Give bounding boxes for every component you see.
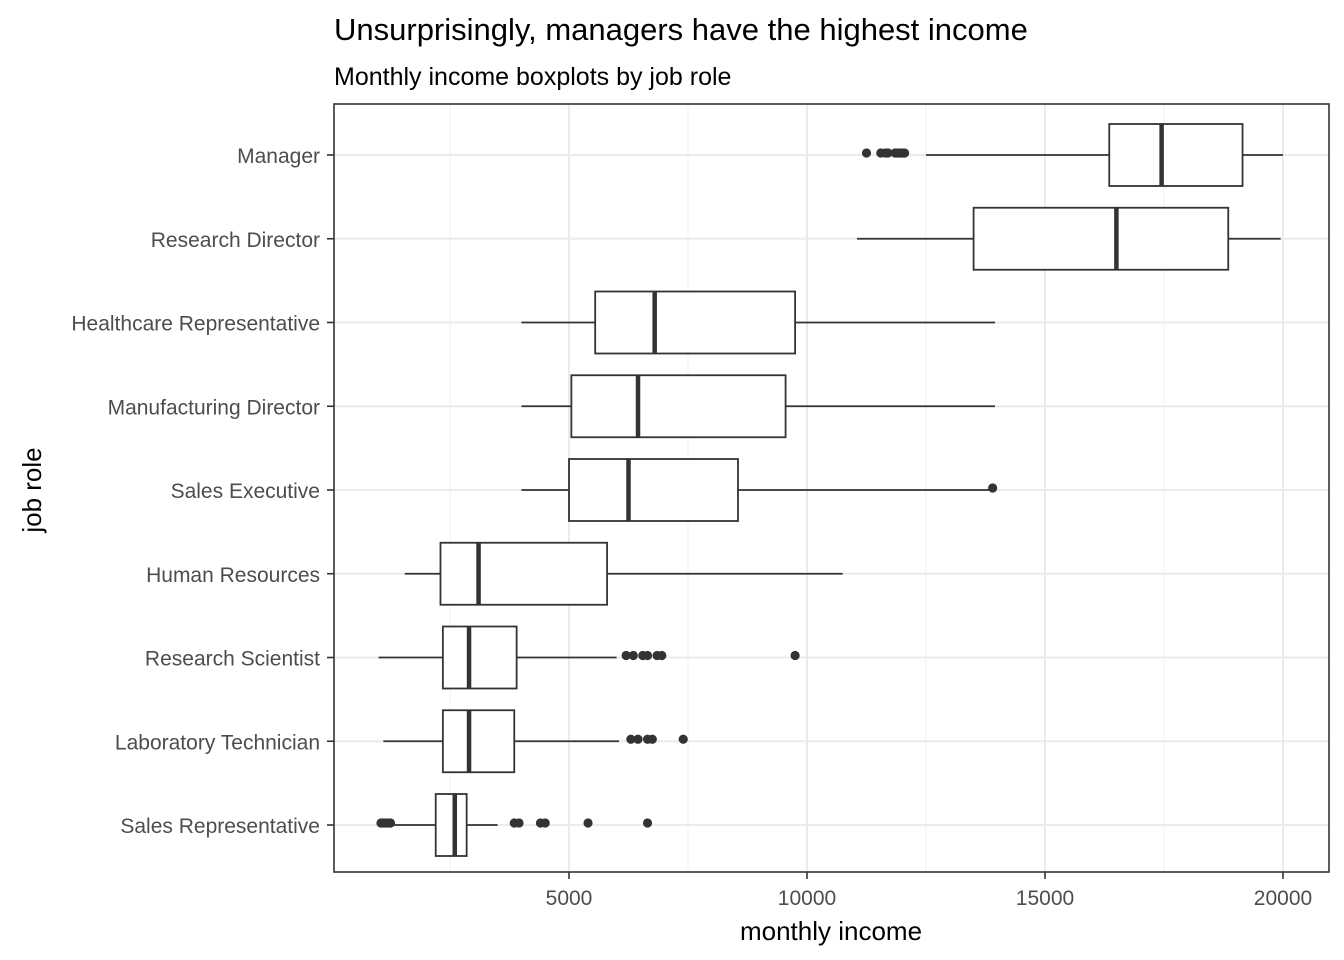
outlier-point	[647, 734, 657, 744]
outlier-point	[540, 818, 550, 828]
y-tick-label: Sales Representative	[120, 815, 320, 838]
x-tick-label: 20000	[1254, 887, 1312, 910]
chart-title: Unsurprisingly, managers have the highes…	[334, 12, 1028, 47]
box	[594, 290, 796, 355]
x-tick-label: 10000	[778, 887, 836, 910]
outlier-point	[626, 734, 636, 744]
outlier-point	[514, 818, 524, 828]
box	[972, 206, 1230, 271]
outlier-point	[642, 818, 653, 828]
y-tick-label: Research Scientist	[145, 648, 320, 671]
outlier-point	[633, 734, 643, 744]
outlier-point	[988, 483, 998, 493]
box	[570, 374, 787, 439]
outlier-point	[385, 818, 396, 828]
x-tick-label: 5000	[546, 887, 593, 910]
y-tick-label: Sales Executive	[171, 480, 320, 503]
box	[441, 625, 518, 690]
box	[1108, 123, 1244, 187]
box	[441, 709, 516, 774]
outlier-point	[621, 650, 631, 661]
y-axis-title: job role	[17, 447, 47, 533]
y-tick-label: Manager	[237, 145, 320, 168]
y-tick-label: Human Resources	[146, 564, 320, 587]
x-axis-title: monthly income	[740, 916, 922, 946]
y-tick-label: Healthcare Representative	[71, 313, 320, 336]
y-tick-label: Laboratory Technician	[115, 731, 320, 754]
outlier-point	[657, 650, 667, 661]
outlier-point	[883, 148, 893, 158]
outlier-point	[678, 734, 688, 744]
y-tick-label: Research Director	[151, 229, 320, 252]
box	[434, 793, 468, 857]
outlier-point	[790, 650, 800, 661]
outlier-point	[583, 818, 593, 828]
panel-border	[333, 103, 1330, 873]
chart-subtitle: Monthly income boxplots by job role	[334, 63, 731, 91]
box	[568, 458, 739, 522]
x-tick-label: 15000	[1016, 887, 1074, 910]
y-tick-label: Manufacturing Director	[108, 396, 320, 419]
outlier-point	[861, 148, 872, 158]
outlier-point	[899, 148, 910, 158]
outlier-point	[642, 650, 653, 661]
box	[439, 541, 608, 606]
plot-area: Manager Research Director Healthcare Repre…	[71, 103, 1330, 910]
outlier-point	[628, 650, 638, 661]
